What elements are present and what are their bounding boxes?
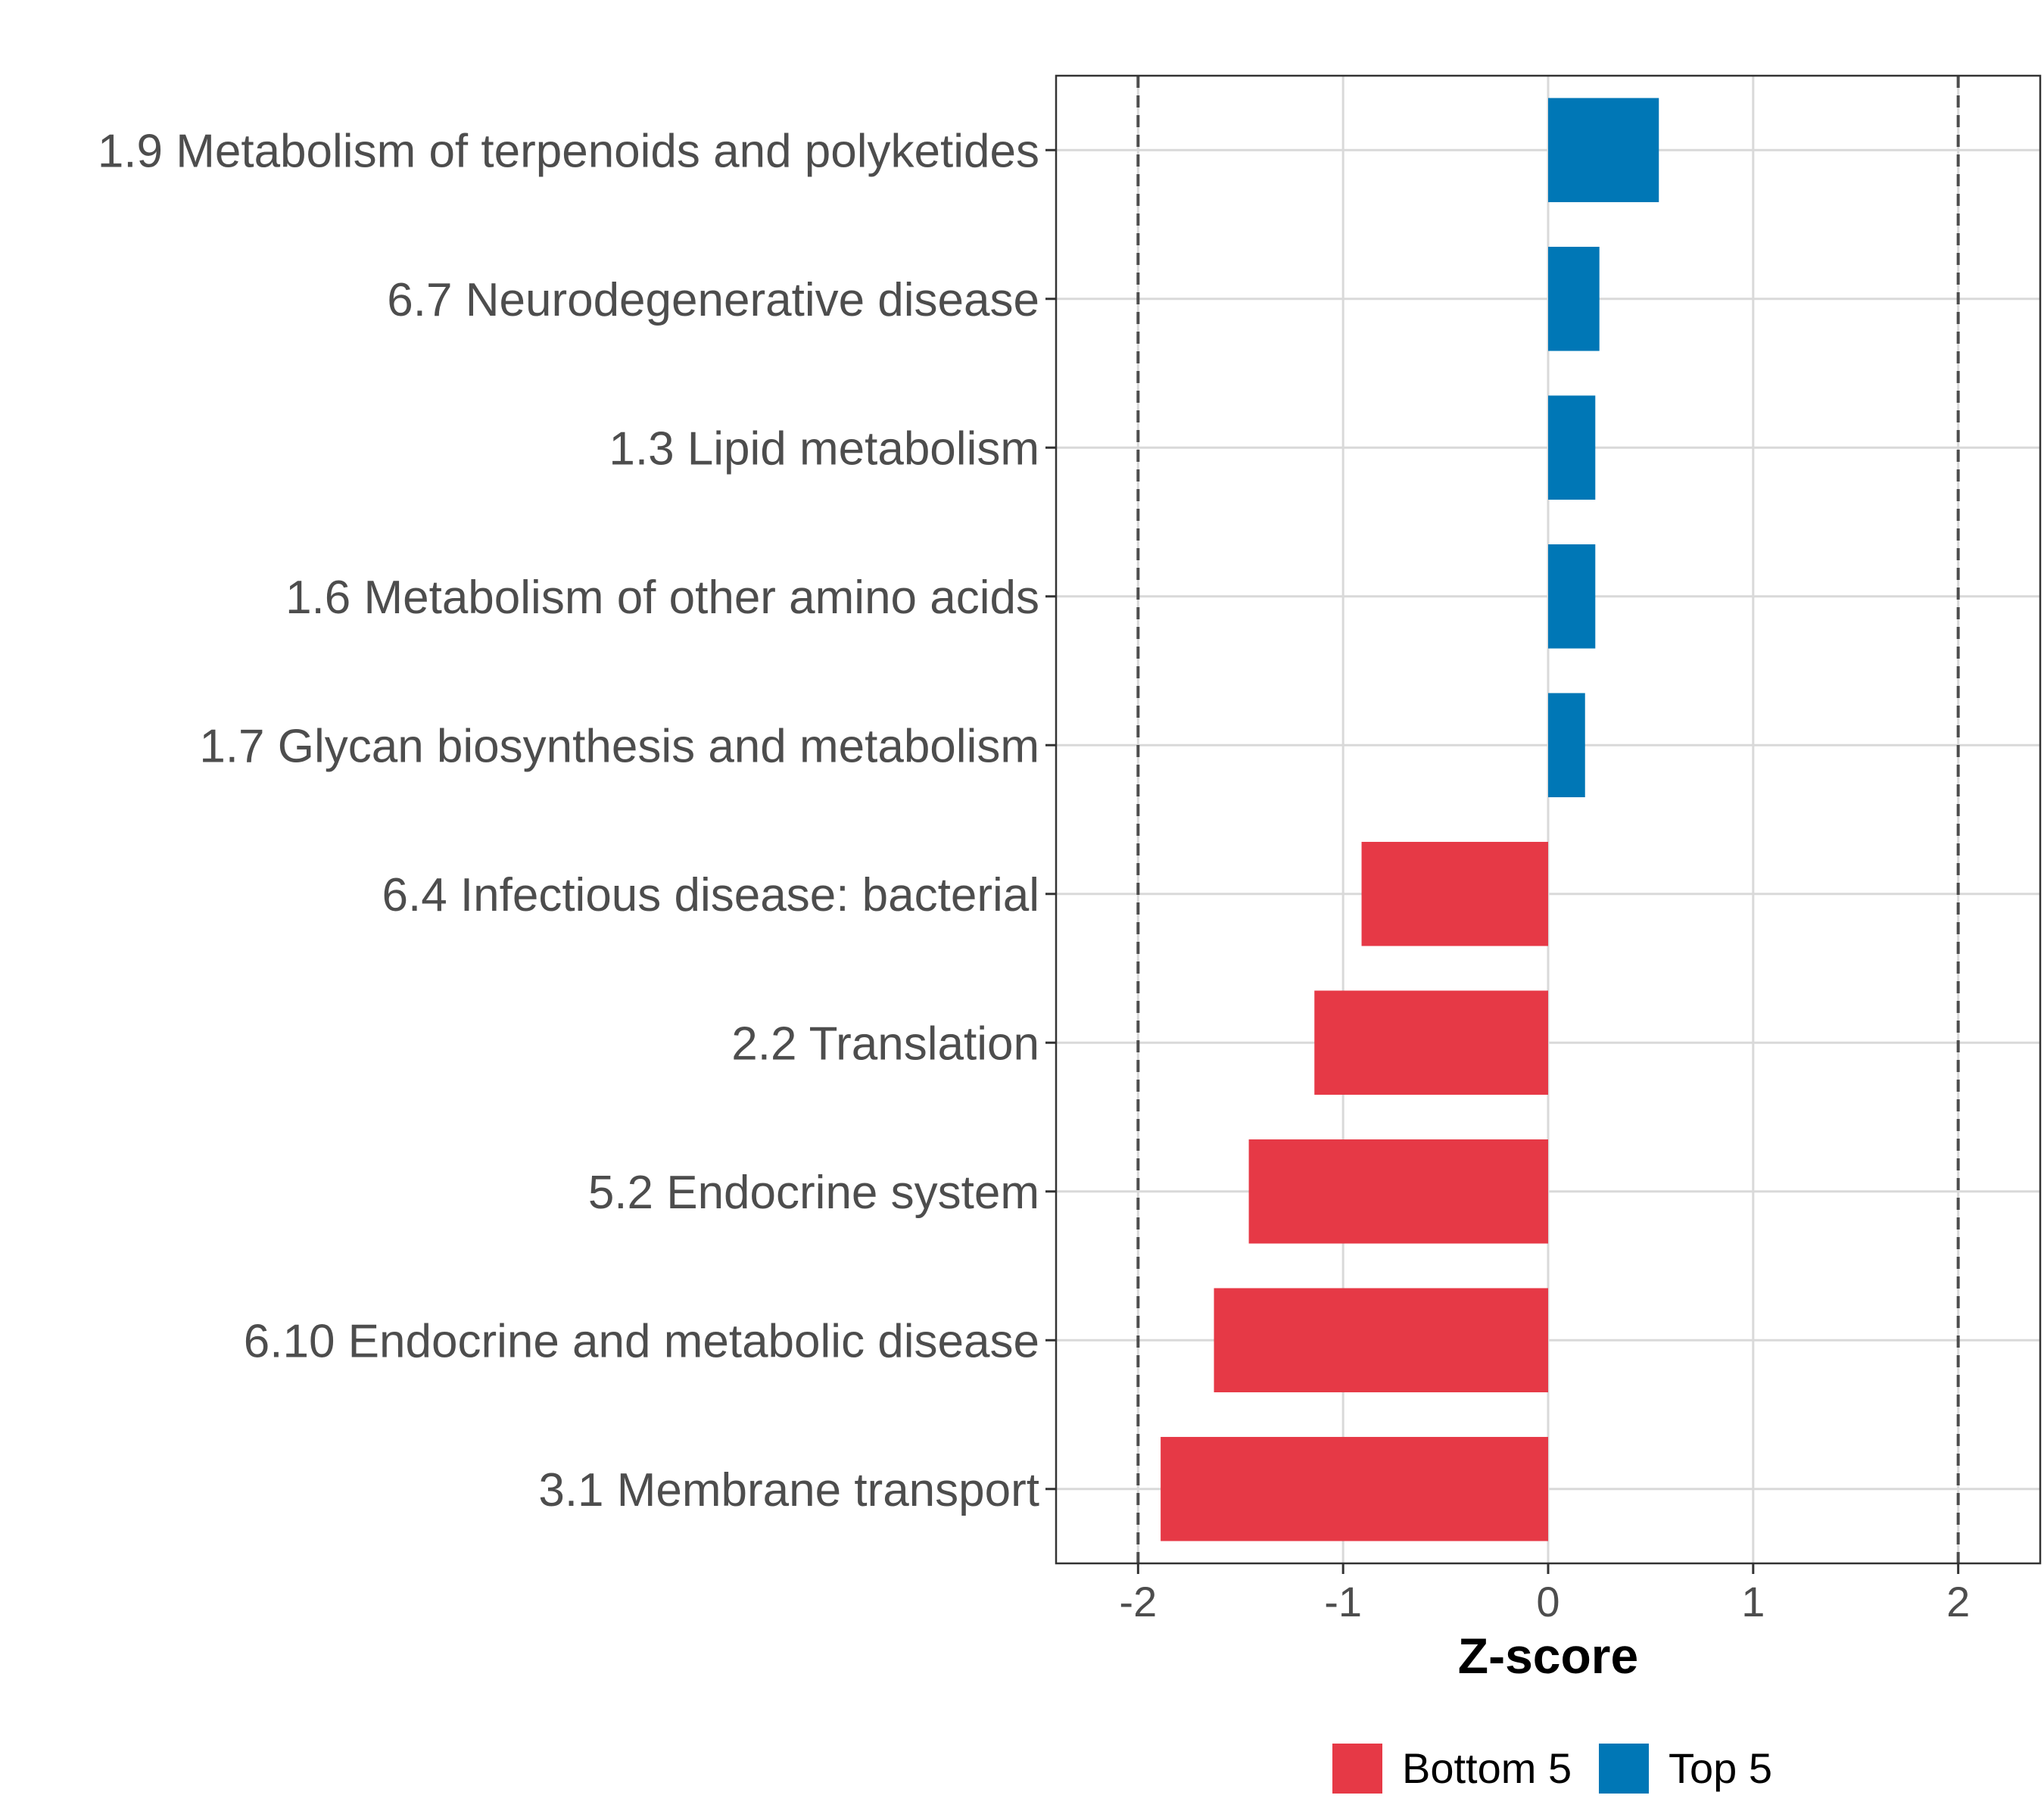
category-label: 1.3 Lipid metabolism	[609, 422, 1039, 475]
y-axis: 1.9 Metabolism of terpenoids and polyket…	[98, 125, 1056, 1516]
bar-8	[1248, 1139, 1548, 1244]
category-label: 6.10 Endocrine and metabolic disease	[244, 1315, 1039, 1367]
bar-10	[1161, 1436, 1548, 1541]
legend: Bottom 5 Top 5	[1332, 1744, 1772, 1794]
bar-9	[1214, 1288, 1548, 1393]
bar-4	[1548, 544, 1596, 649]
legend-label-1: Bottom 5	[1402, 1744, 1572, 1792]
x-tick-label: -1	[1324, 1578, 1362, 1625]
category-label: 1.6 Metabolism of other amino acids	[285, 572, 1039, 624]
category-label: 5.2 Endocrine system	[588, 1167, 1039, 1219]
x-axis: -2 -1 0 1 2	[1119, 1563, 1970, 1625]
bars	[1161, 98, 1659, 1541]
category-label: 6.7 Neurodegenerative disease	[387, 274, 1039, 326]
bar-3	[1548, 395, 1596, 500]
reference-lines	[1136, 76, 1960, 1563]
category-label: 6.4 Infectious disease: bacterial	[382, 869, 1039, 921]
category-label: 3.1 Membrane transport	[538, 1464, 1039, 1516]
bar-5	[1548, 693, 1585, 798]
x-axis-title: Z-score	[1458, 1628, 1638, 1684]
bar-1	[1548, 98, 1659, 203]
legend-label-2: Top 5	[1669, 1744, 1772, 1792]
category-label: 1.7 Glycan biosynthesis and metabolism	[199, 720, 1039, 772]
legend-swatch-2	[1599, 1744, 1649, 1794]
x-tick-label: -2	[1119, 1578, 1157, 1625]
category-label: 1.9 Metabolism of terpenoids and polyket…	[98, 125, 1039, 177]
bar-6	[1361, 841, 1548, 946]
category-label: 2.2 Translation	[731, 1018, 1039, 1070]
bar-7	[1314, 990, 1548, 1095]
x-tick-label: 0	[1536, 1578, 1559, 1625]
bar-2	[1548, 246, 1600, 351]
x-tick-label: 2	[1946, 1578, 1970, 1625]
legend-swatch-1	[1332, 1744, 1382, 1794]
x-tick-label: 1	[1741, 1578, 1765, 1625]
